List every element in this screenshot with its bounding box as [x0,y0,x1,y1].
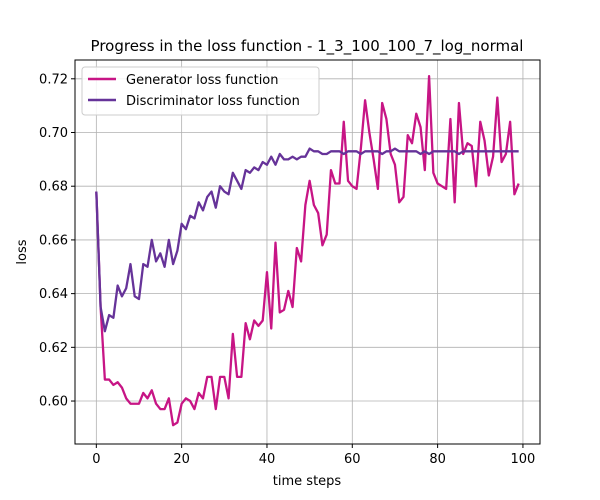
legend-label-discriminator: Discriminator loss function [126,94,300,109]
legend-label-generator: Generator loss function [126,73,279,88]
y-tick-label: 0.66 [39,233,68,248]
y-tick-label: 0.64 [39,287,68,302]
y-tick-label: 0.70 [39,126,68,141]
discriminator-loss-line [95,147,519,333]
y-tick-label: 0.68 [39,180,68,195]
x-axis-label: time steps [273,474,342,489]
x-tick-label: 80 [429,452,446,467]
x-tick-label: 0 [92,452,100,467]
y-axis-ticks: 0.60 0.62 0.64 0.66 0.68 0.70 0.72 [39,72,75,410]
legend: Generator loss function Discriminator lo… [81,66,320,116]
y-axis-label: loss [15,239,30,264]
x-tick-label: 100 [511,452,536,467]
y-tick-label: 0.60 [39,395,68,410]
series-lines [95,74,520,427]
chart-title: Progress in the loss function - 1_3_100_… [91,37,524,56]
generator-loss-line [95,74,520,427]
x-axis-ticks: 0 20 40 60 80 100 [92,444,535,467]
x-tick-label: 20 [173,452,190,467]
x-tick-label: 40 [259,452,276,467]
x-tick-label: 60 [344,452,361,467]
legend-box [81,66,320,116]
grid [75,60,540,444]
plot-frame [74,59,541,445]
y-tick-label: 0.62 [39,341,68,356]
y-tick-label: 0.72 [39,72,68,87]
